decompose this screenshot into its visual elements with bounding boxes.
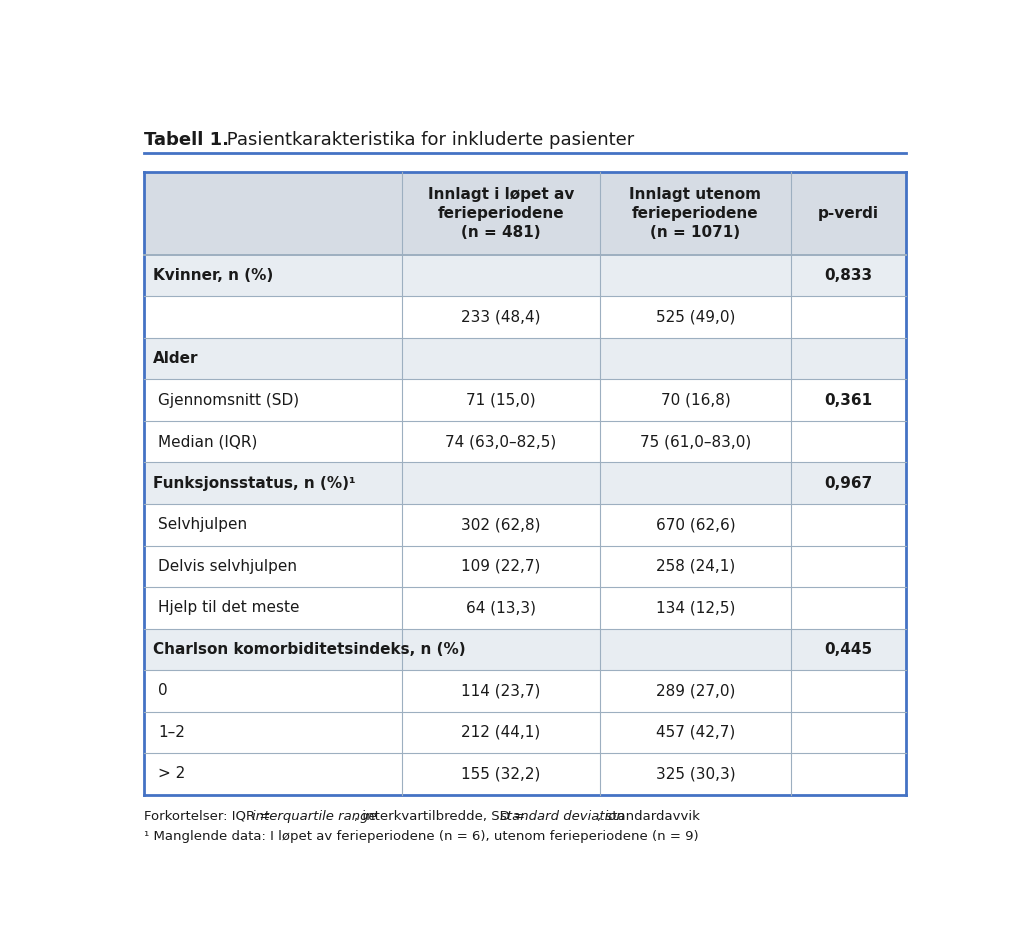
Polygon shape — [143, 338, 905, 379]
Polygon shape — [143, 587, 905, 629]
Text: 258 (24,1): 258 (24,1) — [655, 559, 735, 574]
Polygon shape — [143, 711, 905, 753]
Text: interquartile range: interquartile range — [252, 810, 377, 823]
Text: p-verdi: p-verdi — [818, 206, 879, 221]
Text: Tabell 1.: Tabell 1. — [143, 131, 229, 149]
Polygon shape — [143, 504, 905, 546]
Text: 64 (13,3): 64 (13,3) — [466, 601, 536, 616]
Text: 233 (48,4): 233 (48,4) — [461, 310, 541, 325]
Text: 134 (12,5): 134 (12,5) — [655, 601, 735, 616]
Text: 325 (30,3): 325 (30,3) — [655, 766, 735, 781]
Text: > 2: > 2 — [158, 766, 185, 781]
Text: 75 (61,0–83,0): 75 (61,0–83,0) — [640, 434, 751, 449]
Text: 109 (22,7): 109 (22,7) — [461, 559, 541, 574]
Text: Funksjonsstatus, n (%)¹: Funksjonsstatus, n (%)¹ — [154, 476, 356, 491]
Polygon shape — [143, 462, 905, 504]
Text: Charlson komorbiditetsindeks, n (%): Charlson komorbiditetsindeks, n (%) — [154, 642, 466, 657]
Text: 0,445: 0,445 — [824, 642, 872, 657]
Polygon shape — [143, 629, 905, 671]
Text: 1–2: 1–2 — [158, 725, 185, 740]
Text: Delvis selvhjulpen: Delvis selvhjulpen — [158, 559, 297, 574]
Text: 212 (44,1): 212 (44,1) — [462, 725, 541, 740]
Polygon shape — [143, 546, 905, 587]
Text: Selvhjulpen: Selvhjulpen — [158, 517, 247, 532]
Text: Kvinner, n (%): Kvinner, n (%) — [154, 268, 273, 283]
Text: 74 (63,0–82,5): 74 (63,0–82,5) — [445, 434, 557, 449]
Text: , standardavvik: , standardavvik — [597, 810, 700, 823]
Polygon shape — [143, 255, 905, 297]
Text: 70 (16,8): 70 (16,8) — [660, 392, 730, 407]
Text: 0: 0 — [158, 684, 168, 698]
Text: Hjelp til det meste: Hjelp til det meste — [158, 601, 300, 616]
Text: 0,967: 0,967 — [824, 476, 872, 491]
Polygon shape — [143, 671, 905, 711]
Text: 457 (42,7): 457 (42,7) — [655, 725, 735, 740]
Polygon shape — [143, 379, 905, 421]
Text: 0,361: 0,361 — [824, 392, 872, 407]
Text: 155 (32,2): 155 (32,2) — [461, 766, 541, 781]
Text: 71 (15,0): 71 (15,0) — [466, 392, 536, 407]
Text: 302 (62,8): 302 (62,8) — [461, 517, 541, 532]
Polygon shape — [143, 421, 905, 462]
Text: Pasientkarakteristika for inkluderte pasienter: Pasientkarakteristika for inkluderte pas… — [221, 131, 634, 149]
Text: Gjennomsnitt (SD): Gjennomsnitt (SD) — [158, 392, 299, 407]
Text: Alder: Alder — [154, 352, 199, 366]
Text: Median (IQR): Median (IQR) — [158, 434, 257, 449]
Text: Innlagt i løpet av
ferieperiodene
(n = 481): Innlagt i løpet av ferieperiodene (n = 4… — [428, 187, 574, 240]
Text: 289 (27,0): 289 (27,0) — [655, 684, 735, 698]
Text: 670 (62,6): 670 (62,6) — [655, 517, 735, 532]
Text: Forkortelser: IQR =: Forkortelser: IQR = — [143, 810, 274, 823]
Text: Innlagt utenom
ferieperiodene
(n = 1071): Innlagt utenom ferieperiodene (n = 1071) — [630, 187, 762, 240]
Polygon shape — [143, 297, 905, 338]
Polygon shape — [143, 753, 905, 795]
Text: , interkvartilbredde, SD =: , interkvartilbredde, SD = — [354, 810, 529, 823]
Polygon shape — [143, 172, 905, 255]
Text: 525 (49,0): 525 (49,0) — [655, 310, 735, 325]
Text: 0,833: 0,833 — [824, 268, 872, 283]
Text: standard deviation: standard deviation — [500, 810, 625, 823]
Text: 114 (23,7): 114 (23,7) — [461, 684, 541, 698]
Text: ¹ Manglende data: I løpet av ferieperiodene (n = 6), utenom ferieperiodene (n = : ¹ Manglende data: I løpet av ferieperiod… — [143, 830, 698, 843]
